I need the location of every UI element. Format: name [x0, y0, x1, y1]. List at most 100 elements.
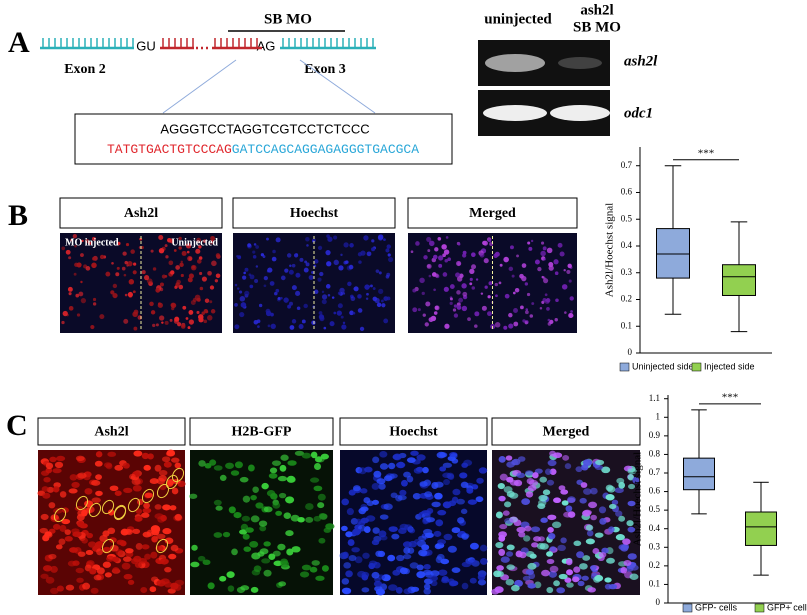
nucleus [416, 564, 424, 571]
nucleus [115, 549, 124, 556]
nucleus [503, 325, 508, 330]
nucleus [85, 239, 90, 243]
nucleus [265, 308, 271, 314]
nucleus [474, 311, 480, 317]
nucleus [360, 506, 369, 512]
nucleus [209, 459, 217, 466]
nucleus [392, 453, 402, 461]
nucleus [510, 459, 519, 466]
legend-swatch [682, 603, 693, 613]
nucleus [379, 450, 388, 458]
nucleus [541, 275, 544, 279]
nucleus [376, 302, 382, 308]
nucleus [43, 476, 51, 483]
nucleus [204, 298, 210, 303]
nucleus [203, 239, 207, 243]
nucleus [506, 551, 514, 557]
nucleus [45, 576, 55, 584]
nucleus [403, 588, 412, 595]
y-tick-label: 0.3 [621, 267, 633, 277]
nucleus [410, 450, 419, 456]
nucleus [403, 553, 412, 560]
nucleus [525, 308, 529, 311]
nucleus [74, 244, 77, 248]
y-tick-label: 0.4 [621, 240, 633, 250]
nucleus [112, 283, 118, 289]
nucleus [168, 260, 174, 266]
side-label: MO injected [65, 237, 119, 248]
nucleus [150, 249, 154, 253]
significance: *** [722, 391, 739, 403]
nucleus [570, 314, 574, 318]
nucleus [78, 291, 84, 297]
nucleus [158, 470, 168, 476]
nucleus [296, 306, 301, 311]
nucleus [357, 308, 363, 313]
nucleus [209, 300, 213, 304]
nucleus [363, 235, 369, 241]
nucleus [553, 497, 562, 504]
nucleus [437, 236, 442, 241]
nucleus [482, 240, 488, 246]
nucleus [519, 273, 524, 279]
nucleus [339, 287, 345, 294]
nucleus [348, 489, 356, 496]
nucleus [508, 323, 514, 329]
nucleus [456, 260, 462, 267]
nucleus [315, 575, 325, 581]
nucleus [258, 520, 268, 527]
nucleus [412, 492, 421, 500]
nucleus [362, 552, 370, 559]
nucleus [167, 237, 172, 243]
nucleus [629, 573, 639, 580]
nucleus [123, 573, 133, 580]
nucleus [199, 286, 204, 291]
nucleus [215, 253, 221, 258]
nucleus [496, 571, 504, 577]
nucleus [159, 483, 167, 491]
nucleus [115, 272, 120, 277]
nucleus [50, 565, 58, 573]
nucleus [164, 566, 172, 573]
nucleus [352, 311, 356, 315]
nucleus [146, 278, 153, 284]
nucleus [174, 285, 178, 289]
nucleus [59, 524, 67, 532]
nucleus [585, 524, 594, 531]
nucleus [72, 233, 78, 239]
nucleus [447, 578, 455, 584]
nucleus [188, 319, 195, 325]
nucleus [149, 478, 159, 485]
nucleus [165, 255, 169, 259]
nucleus [277, 543, 286, 551]
nucleus [396, 554, 405, 562]
nucleus [112, 567, 120, 573]
nucleus [351, 547, 360, 553]
nucleus [244, 290, 250, 296]
nucleus [109, 537, 117, 543]
nucleus [112, 292, 118, 299]
nucleus [371, 239, 375, 243]
nucleus [163, 461, 172, 468]
nucleus [164, 320, 169, 325]
nucleus [195, 248, 201, 254]
nucleus [527, 485, 537, 492]
nucleus [305, 236, 310, 242]
gel-row: odc1 [624, 105, 653, 121]
nucleus [123, 487, 133, 493]
nucleus [569, 296, 574, 301]
nucleus [289, 301, 294, 306]
nucleus [549, 468, 557, 475]
nucleus [488, 281, 493, 286]
nucleus [333, 311, 337, 315]
nucleus [203, 309, 209, 314]
nucleus [523, 535, 531, 542]
nucleus [426, 236, 432, 243]
nucleus [105, 271, 111, 277]
nucleus [309, 566, 318, 573]
nucleus [547, 526, 554, 533]
nucleus [424, 491, 433, 498]
nucleus [450, 453, 458, 459]
nucleus [582, 459, 593, 466]
nucleus [251, 569, 261, 576]
